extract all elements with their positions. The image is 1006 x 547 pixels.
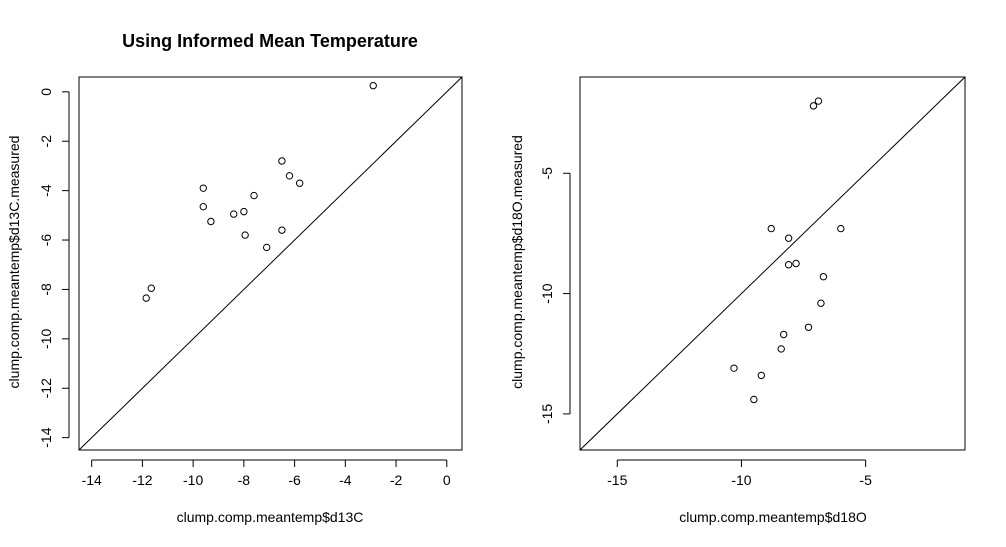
data-point [809,102,818,110]
x-tick-label: -5 [859,472,872,488]
data-point [278,157,286,165]
data-point [730,364,738,372]
data-point [779,330,788,339]
plot-frame [78,76,463,451]
data-point [147,284,155,292]
x-tick-label: -10 [731,472,751,488]
y-tick-label: 0 [38,88,54,96]
data-point [804,323,813,331]
data-point [369,81,377,90]
y-axis-label: clump.comp.meantemp$d18O.measured [509,135,525,389]
data-point [230,210,238,218]
data-point [750,395,758,404]
plot-frame [579,76,966,451]
y-tick-label: -10 [539,283,555,303]
data-point [278,226,286,234]
data-point [814,97,823,105]
x-tick-label: -14 [82,472,102,488]
data-point [757,371,766,380]
data-point [199,184,207,192]
y-tick-label: -10 [38,329,54,349]
x-tick-label: -10 [183,472,203,488]
x-tick-label: -2 [390,472,403,488]
y-tick-label: -15 [539,404,555,424]
data-point [199,202,207,211]
data-point [819,273,828,281]
y-axis-label: clump.comp.meantemp$d13C.measured [6,136,22,389]
data-point [240,207,248,216]
y-tick-label: -4 [38,184,54,197]
y-tick-label: -5 [539,167,555,180]
x-tick-label: -4 [339,472,352,488]
data-point [262,243,271,252]
x-tick-label: 0 [443,472,451,488]
data-point [250,191,258,200]
data-point [207,217,215,226]
panel-d13c: Using Informed Mean Temperature clump.co… [6,31,463,525]
y-tick-label: -6 [38,234,54,247]
y-tick-label: -14 [38,427,54,447]
data-point [784,234,793,242]
data-point [784,261,793,269]
reference-line [580,77,965,450]
x-tick-label: -15 [607,472,627,488]
x-axis-label: clump.comp.meantemp$d13C [177,509,364,525]
y-tick-label: -2 [38,135,54,148]
x-axis-label: clump.comp.meantemp$d18O [679,509,867,525]
data-point [777,345,785,353]
panel-d18o: clump.comp.meantemp$d18O clump.comp.mean… [509,76,966,525]
data-point [817,299,825,307]
x-tick-label: -8 [238,472,251,488]
x-tick-label: -6 [288,472,301,488]
data-point [295,179,304,187]
data-point [837,224,845,233]
data-point [241,231,249,239]
x-tick-label: -12 [132,472,152,488]
y-tick-label: -8 [38,283,54,296]
data-point [285,172,294,180]
chart-title: Using Informed Mean Temperature [122,31,418,51]
y-tick-label: -12 [38,378,54,398]
reference-line [79,77,462,450]
data-point [792,259,800,268]
data-point [142,294,150,302]
data-point [767,224,775,233]
